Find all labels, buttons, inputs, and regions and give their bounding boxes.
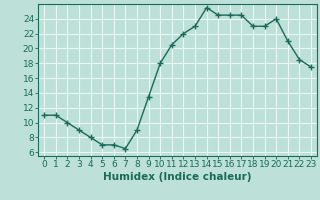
X-axis label: Humidex (Indice chaleur): Humidex (Indice chaleur) [103,172,252,182]
